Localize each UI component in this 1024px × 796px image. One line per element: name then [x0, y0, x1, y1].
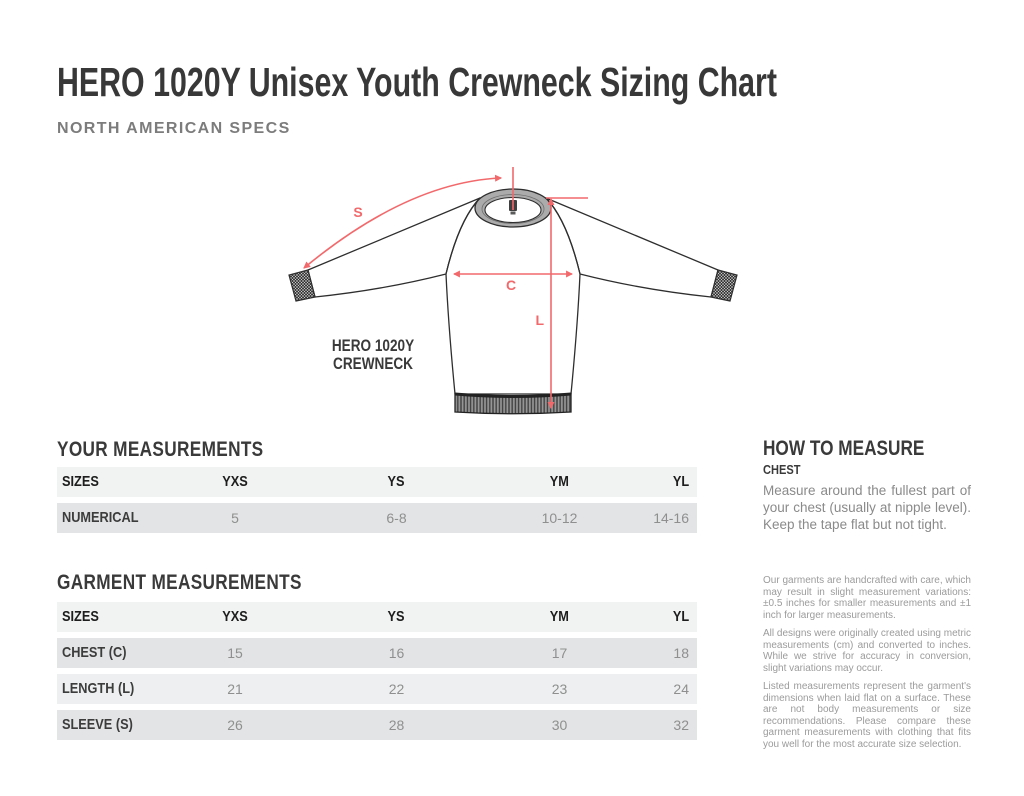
- your-measurements-table: SIZES YXS YS YM YL NUMERICAL 5 6-8 10-12…: [57, 467, 697, 539]
- table-header-row: SIZES YXS YS YM YL: [57, 602, 697, 632]
- your-measurements-heading: YOUR MEASUREMENTS: [57, 438, 264, 461]
- row-label: NUMERICAL: [62, 509, 139, 526]
- header-cell: YL: [672, 473, 689, 490]
- disclaimer-paragraph: All designs were originally created usin…: [763, 628, 971, 674]
- header-cell: YXS: [222, 473, 248, 490]
- length-measure-label: L: [535, 312, 544, 328]
- how-to-measure-subheading: CHEST: [763, 462, 801, 477]
- page-title: HERO 1020Y Unisex Youth Crewneck Sizing …: [57, 59, 1024, 105]
- value-cell: 10-12: [541, 510, 578, 526]
- value-cell: 32: [673, 717, 689, 733]
- garment-measurements-table: SIZES YXS YS YM YL CHEST (C) 15 16 17 18…: [57, 602, 697, 746]
- sleeve-measure-line: [303, 174, 503, 269]
- header-cell: YM: [549, 608, 570, 625]
- table-header-row: SIZES YXS YS YM YL: [57, 467, 697, 497]
- value-cell: 30: [551, 717, 568, 733]
- row-label: LENGTH (L): [62, 680, 135, 697]
- cuffs: [288, 269, 738, 302]
- how-to-measure-body: Measure around the fullest part of your …: [763, 483, 971, 532]
- table-row-chest: CHEST (C) 15 16 17 18: [57, 638, 697, 668]
- value-cell: 26: [227, 717, 243, 733]
- header-cell: SIZES: [62, 608, 99, 625]
- header-cell: YXS: [222, 608, 248, 625]
- chest-measure-label: C: [506, 277, 516, 293]
- diagram-product-label: HERO 1020Y CREWNECK: [332, 337, 414, 374]
- page-subtitle: NORTH AMERICAN SPECS: [57, 120, 291, 137]
- value-cell: 6-8: [386, 510, 407, 526]
- value-cell: 18: [673, 645, 689, 661]
- value-cell: 23: [551, 681, 568, 697]
- row-label: CHEST (C): [62, 644, 127, 661]
- header-cell: YM: [549, 473, 570, 490]
- disclaimer-paragraph: Listed measurements represent the garmen…: [763, 681, 971, 750]
- sleeve-measure-label: S: [353, 204, 362, 220]
- value-cell: 17: [551, 645, 568, 661]
- header-cell: YS: [387, 608, 405, 625]
- crewneck-diagram: S C L HERO 1020Y CREWNECK: [288, 167, 738, 415]
- table-row-sleeve: SLEEVE (S) 26 28 30 32: [57, 710, 697, 740]
- value-cell: 28: [388, 717, 405, 733]
- disclaimer-paragraph: Our garments are handcrafted with care, …: [763, 575, 971, 621]
- value-cell: 15: [227, 645, 243, 661]
- value-cell: 16: [388, 645, 405, 661]
- table-row-length: LENGTH (L) 21 22 23 24: [57, 674, 697, 704]
- header-cell: SIZES: [62, 473, 99, 490]
- product-label-line2: CREWNECK: [333, 355, 413, 374]
- measurement-lines: [303, 167, 588, 410]
- value-cell: 22: [388, 681, 405, 697]
- table-row-numerical: NUMERICAL 5 6-8 10-12 14-16: [57, 503, 697, 533]
- value-cell: 21: [227, 681, 243, 697]
- value-cell: 24: [673, 681, 689, 697]
- header-cell: YL: [672, 608, 689, 625]
- how-to-measure-heading: HOW TO MEASURE: [763, 437, 925, 460]
- hem-band: [454, 392, 572, 415]
- value-cell: 14-16: [653, 510, 689, 526]
- page-title-text: HERO 1020Y Unisex Youth Crewneck Sizing …: [57, 59, 777, 105]
- value-cell: 5: [231, 510, 239, 526]
- disclaimer-block: Our garments are handcrafted with care, …: [763, 575, 971, 757]
- product-label-line1: HERO 1020Y: [332, 337, 414, 356]
- header-cell: YS: [387, 473, 405, 490]
- row-label: SLEEVE (S): [62, 716, 133, 733]
- garment-measurements-heading: GARMENT MEASUREMENTS: [57, 571, 302, 594]
